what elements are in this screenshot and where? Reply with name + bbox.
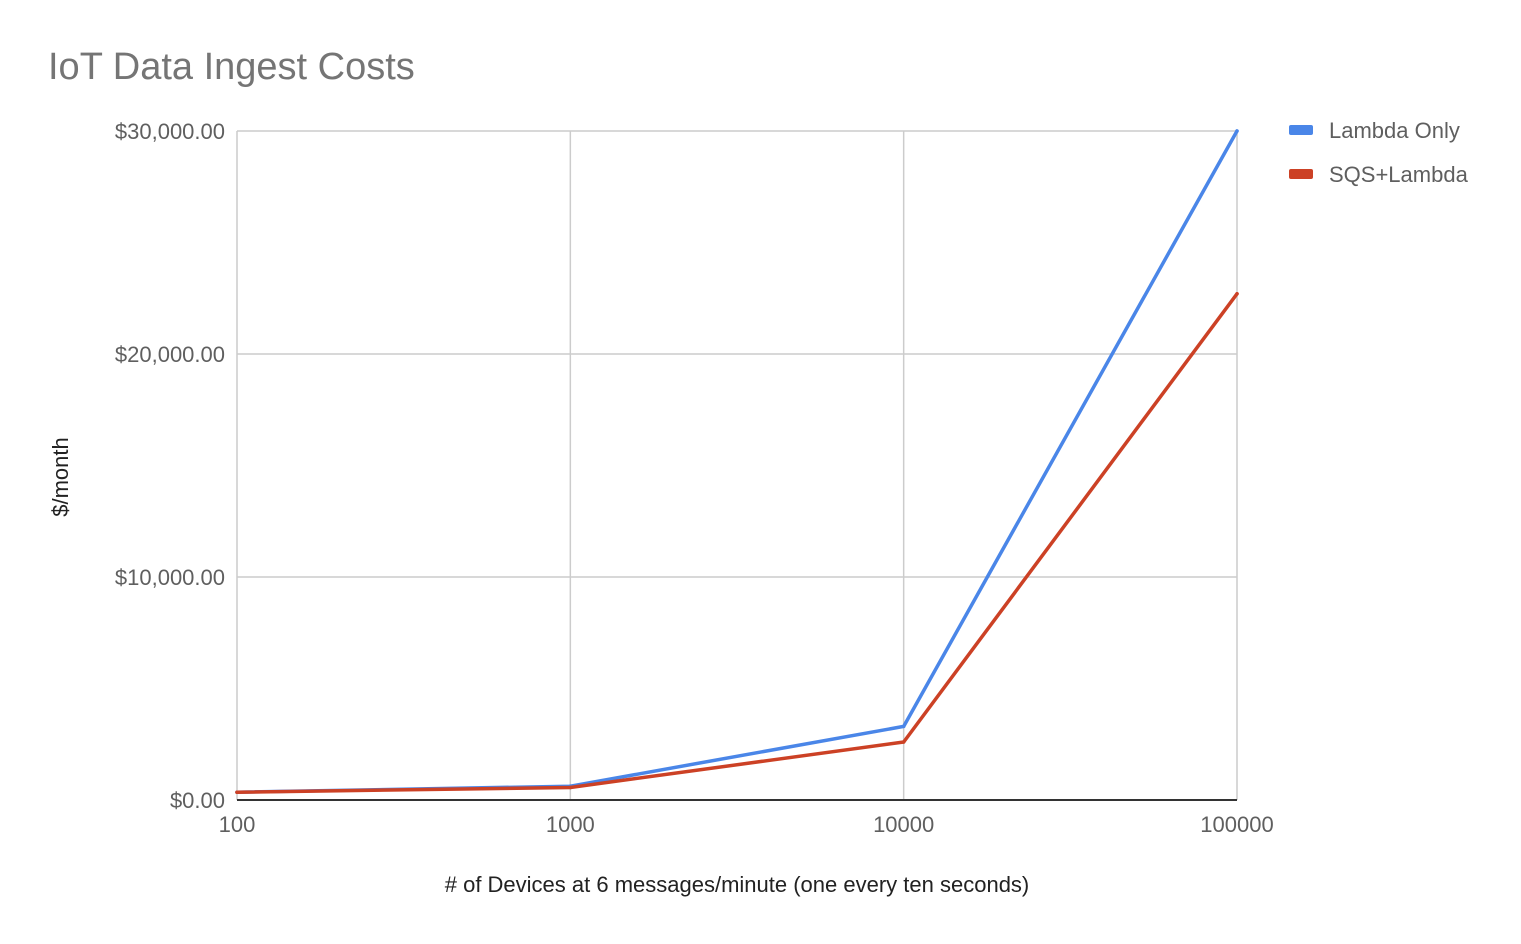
- series-layer: [235, 129, 1239, 794]
- y-tick-label: $30,000.00: [115, 119, 225, 144]
- x-axis-title: # of Devices at 6 messages/minute (one e…: [445, 872, 1030, 897]
- x-tick-label: 100: [219, 812, 256, 837]
- y-tick-label: $0.00: [170, 788, 225, 813]
- x-tick-label: 100000: [1200, 812, 1273, 837]
- legend-swatch-sqs-lambda: [1289, 169, 1313, 179]
- y-tick-label: $20,000.00: [115, 342, 225, 367]
- data-point-sqs-lambda: [568, 785, 573, 790]
- legend-label-sqs-lambda: SQS+Lambda: [1329, 162, 1469, 187]
- y-tick-label: $10,000.00: [115, 565, 225, 590]
- data-point-sqs-lambda: [901, 740, 906, 744]
- axis-layer: $0.00 $10,000.00 $20,000.00 $30,000.00 100 10…: [115, 119, 1274, 837]
- grid-layer: [236, 130, 1238, 800]
- data-point-lambda-only: [901, 724, 906, 729]
- series-line-sqs-lambda: [235, 292, 1239, 794]
- chart-title: IoT Data Ingest Costs: [48, 46, 415, 88]
- legend-label-lambda-only: Lambda Only: [1329, 118, 1460, 143]
- y-axis-title: $/month: [48, 437, 73, 517]
- data-point-sqs-lambda: [1235, 292, 1239, 296]
- legend-swatch-lambda-only: [1289, 125, 1313, 135]
- x-tick-label: 10000: [873, 812, 934, 837]
- data-point-lambda-only: [1235, 129, 1239, 133]
- x-tick-label: 1000: [546, 812, 595, 837]
- legend: Lambda Only SQS+Lambda: [1289, 118, 1469, 187]
- data-point-sqs-lambda: [235, 790, 239, 794]
